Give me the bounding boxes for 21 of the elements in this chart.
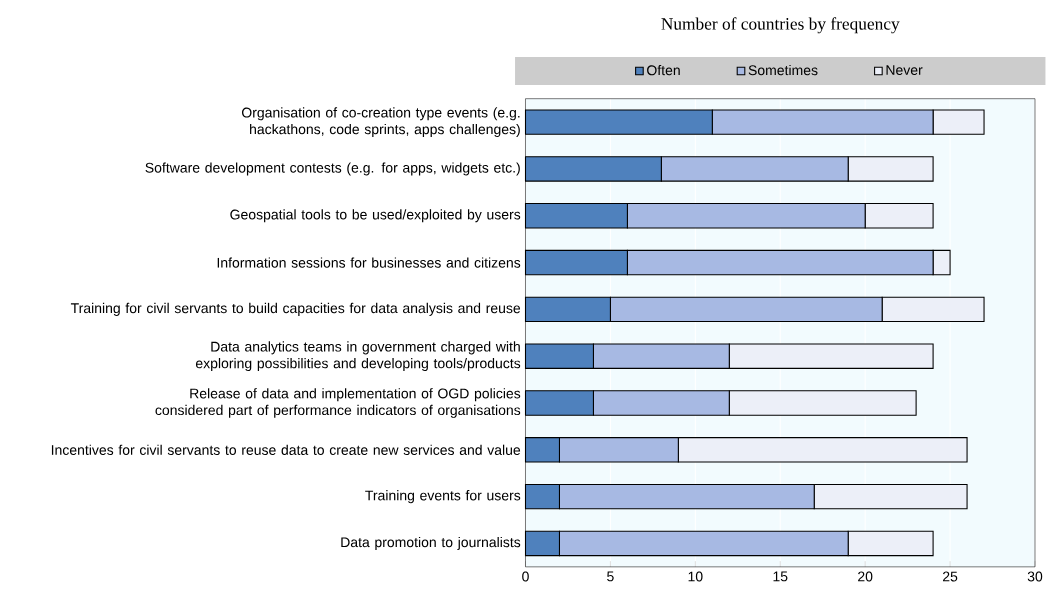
y-tick-label: Data promotion to journalists bbox=[341, 536, 521, 550]
legend-label: Sometimes bbox=[748, 64, 818, 76]
x-tick-label: 5 bbox=[607, 571, 614, 582]
legend-label: Often bbox=[647, 64, 680, 76]
x-tick-label: 25 bbox=[943, 571, 958, 582]
y-tick-label: Data analytics teams in government charged with exploring possibilities and developing tools/products bbox=[195, 341, 521, 371]
y-tick-label: Information sessions for businesses and citizens bbox=[217, 257, 521, 268]
x-tick-label: 10 bbox=[688, 571, 703, 582]
x-tick-label: 30 bbox=[1027, 571, 1043, 582]
y-tick-label: Organisation of co-creation type events (e.g. hackathons, code sprints, apps challenges) bbox=[242, 107, 520, 137]
y-tick-label: Software development contests (e.g. for apps, widgets etc.) bbox=[145, 162, 520, 176]
legend-label: Never bbox=[886, 65, 923, 75]
y-tick-label: Training for civil servants to build capacities for data analysis and reuse bbox=[70, 302, 521, 316]
y-tick-label: Geospatial tools to be used/exploited by users bbox=[230, 209, 521, 223]
x-tick-label: 0 bbox=[522, 571, 529, 582]
x-tick-label: 15 bbox=[773, 571, 788, 582]
chart-title: Number of countries by frequency bbox=[661, 17, 900, 34]
y-tick-label: Incentives for civil servants to reuse data to create new services and value bbox=[51, 444, 521, 455]
y-tick-label: Training events for users bbox=[365, 490, 521, 504]
x-tick-label: 20 bbox=[858, 571, 873, 582]
y-tick-label: Release of data and implementation of OGD policies considered part of performance indicators of organisations bbox=[155, 388, 521, 418]
